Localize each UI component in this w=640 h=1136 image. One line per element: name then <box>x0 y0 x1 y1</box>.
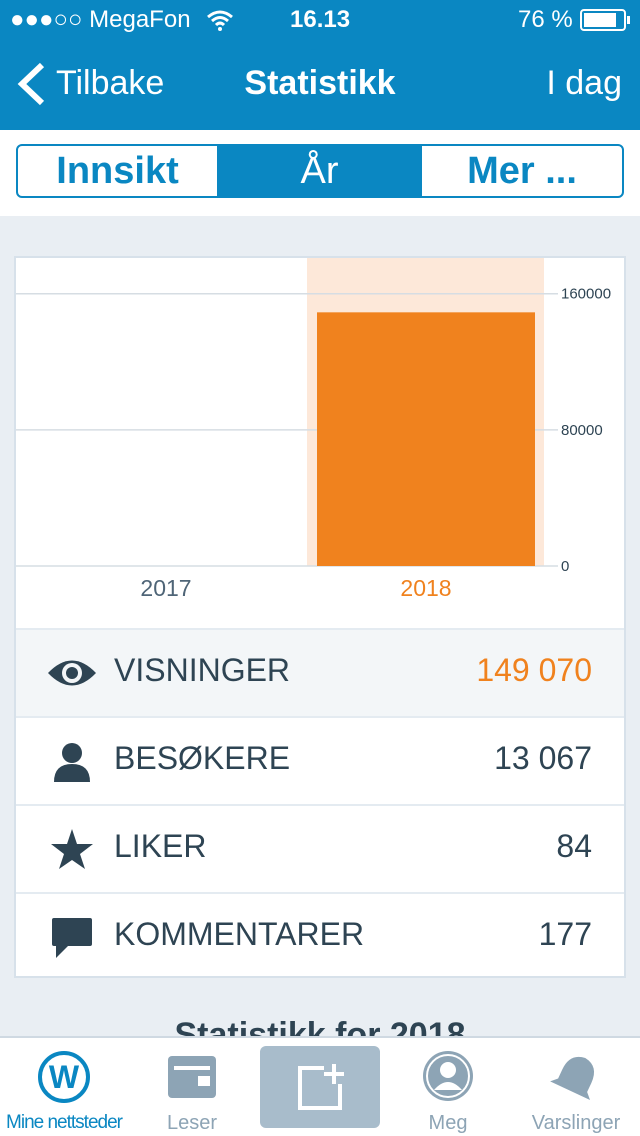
stat-row[interactable]: KOMMENTARER 177 <box>16 892 624 980</box>
wordpress-icon: W <box>38 1051 90 1103</box>
carrier: ●●●○○ MegaFon <box>10 6 191 33</box>
segment-selected[interactable]: År <box>217 144 422 198</box>
stat-value: 84 <box>556 828 592 864</box>
bell-icon <box>550 1056 595 1100</box>
battery: 76 % <box>518 6 573 33</box>
stats-card: 0 80000 160000 2017 2018 VISNINGER 149 070 B… <box>14 256 626 978</box>
person-icon <box>54 743 90 782</box>
time: 16.13 <box>290 6 351 33</box>
tab-bar: W Mine nettsteder Leser Meg Varslinger <box>0 1036 640 1136</box>
segment[interactable]: Mer ... <box>420 144 624 198</box>
stat-label: LIKER <box>114 828 207 864</box>
svg-text:W: W <box>49 1059 80 1095</box>
segmented-control: Innsikt År Mer ... <box>0 130 640 216</box>
stat-label: VISNINGER <box>114 652 291 688</box>
y-tick-label: 80000 <box>561 422 603 439</box>
x-tick-label: 2017 <box>140 575 191 601</box>
back-button[interactable]: Tilbake <box>56 64 165 102</box>
stat-label: KOMMENTARER <box>114 916 365 952</box>
wifi-icon <box>207 10 233 31</box>
tab-item[interactable]: Leser <box>166 1112 218 1134</box>
reader-icon <box>168 1056 216 1098</box>
me-icon <box>423 1051 473 1101</box>
stat-row[interactable]: BESØKERE 13 067 <box>16 716 624 804</box>
stat-row[interactable]: VISNINGER 149 070 <box>16 628 624 716</box>
back-arrow[interactable] <box>16 62 46 106</box>
eye-icon <box>48 660 96 686</box>
new-post-icon <box>298 1064 344 1110</box>
tab-item[interactable]: Varslinger <box>531 1112 621 1134</box>
today-button[interactable]: I dag <box>546 64 622 102</box>
new-post-button[interactable] <box>260 1046 380 1128</box>
star-icon <box>51 829 93 869</box>
y-tick-label: 0 <box>561 558 569 575</box>
y-tick-label: 160000 <box>561 286 611 303</box>
stat-value: 149 070 <box>476 652 592 688</box>
comment-icon <box>52 918 92 958</box>
stat-row[interactable]: LIKER 84 <box>16 804 624 892</box>
stat-value: 13 067 <box>494 740 592 776</box>
x-tick-label: 2018 <box>400 575 451 601</box>
stat-value: 177 <box>538 916 592 952</box>
nav-title: Statistikk <box>244 64 396 102</box>
segment[interactable]: Innsikt <box>16 144 219 198</box>
stat-label: BESØKERE <box>114 740 291 776</box>
bar <box>317 312 535 566</box>
chart: 0 80000 160000 2017 2018 <box>16 258 611 601</box>
battery-icon <box>580 9 630 31</box>
header: ●●●○○ MegaFon 16.13 76 % Tilbake Statist… <box>0 0 640 130</box>
tab-item[interactable]: Mine nettsteder <box>6 1112 123 1133</box>
tab-item[interactable]: Meg <box>428 1112 468 1134</box>
